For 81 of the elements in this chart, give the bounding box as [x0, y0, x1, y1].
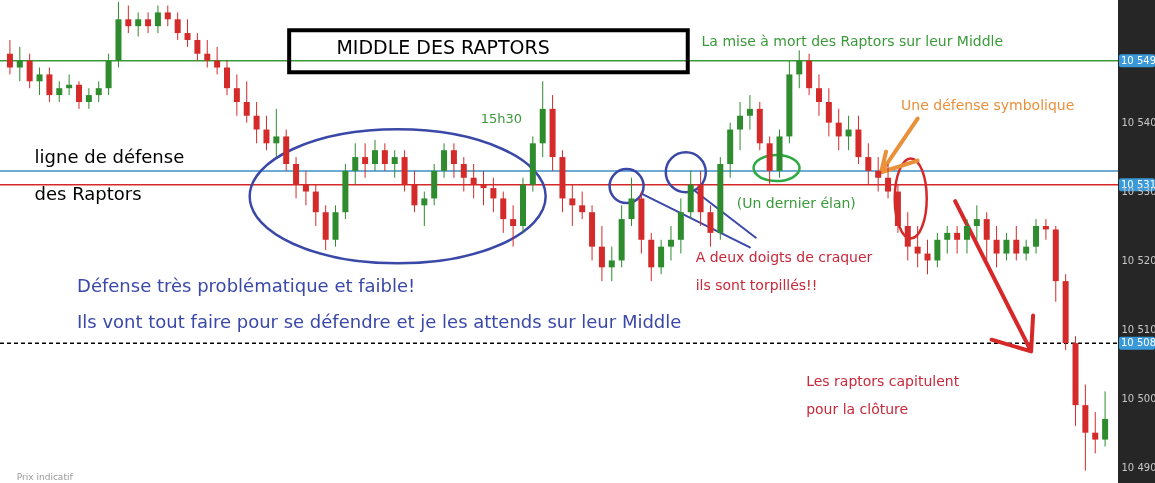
candlestick [253, 101, 260, 144]
candlestick [825, 87, 832, 137]
candlestick [194, 32, 201, 62]
ref-line-label: 10 508 [1121, 337, 1155, 349]
annotation: Prix indicatif [16, 471, 74, 482]
candlestick [835, 108, 842, 151]
text: MIDDLE DES RAPTORS [336, 36, 550, 59]
candlestick [579, 191, 586, 220]
candlestick [450, 142, 457, 179]
candlestick [381, 142, 388, 172]
y-tick-label: 10 520 [1121, 254, 1155, 266]
candlestick [76, 80, 82, 110]
candlestick [85, 87, 92, 110]
candlestick [16, 46, 23, 82]
candlestick [214, 46, 221, 75]
candlestick [904, 211, 911, 261]
candlestick [352, 142, 359, 186]
annotation: Une défense symbolique [901, 97, 1075, 114]
candlestick [707, 204, 714, 248]
candlestick [934, 232, 941, 268]
candlestick [1102, 390, 1109, 447]
candlestick [145, 11, 152, 34]
candlestick [26, 53, 33, 89]
candlestick [1003, 232, 1010, 261]
candlestick [973, 204, 980, 241]
candlestick [963, 218, 970, 255]
candlestick [6, 39, 13, 75]
candlestick [421, 191, 428, 227]
candlestick [243, 80, 250, 124]
candlestick [223, 60, 230, 96]
candlestick [95, 80, 102, 103]
candlestick [608, 246, 615, 282]
candlestick [796, 49, 803, 89]
candlestick [362, 142, 369, 179]
candlestick [667, 225, 674, 261]
candlestick [944, 225, 951, 255]
y-tick-label: 10 510 [1121, 323, 1155, 335]
candlestick [233, 73, 240, 117]
candlestick [441, 142, 448, 179]
candlestick [154, 5, 161, 34]
candlestick [371, 139, 378, 172]
candlestick [815, 73, 822, 117]
candlestick [500, 191, 507, 234]
candlestick [36, 67, 43, 96]
candlestick [391, 149, 398, 179]
candlestick [954, 225, 961, 255]
candlestick [263, 115, 270, 151]
annotation: Les raptors capitulent pour la clôture [806, 373, 960, 418]
candlestick [510, 204, 517, 248]
ref-line-label: 10 549 [1121, 54, 1155, 66]
candlestick [1013, 225, 1020, 261]
candlestick [914, 225, 921, 268]
candlestick [204, 39, 211, 69]
candlestick [1023, 239, 1030, 261]
y-tick-label: 10 490 [1121, 461, 1155, 473]
candlestick [273, 108, 280, 158]
candlestick [983, 211, 990, 261]
candlestick [174, 11, 181, 41]
candlestick [46, 67, 53, 103]
candlestick [164, 5, 171, 27]
annotation: (Un dernier élan) [736, 194, 856, 211]
annotation: La mise à mort des Raptors sur leur Middle [701, 33, 1004, 50]
candlestick [628, 177, 635, 227]
candlestick [746, 94, 753, 131]
annotation: Ils vont tout faire pour se défendre et je les attends sur leur Middle [77, 311, 682, 333]
annotation: A deux doigts de craquer ils sont torpillés!! [695, 249, 873, 294]
annotation: 15h30 [480, 111, 522, 127]
candlestick [1092, 411, 1099, 454]
annotation: Défense très problématique et faible! [77, 275, 416, 297]
candlestick [56, 80, 63, 103]
candlestick [598, 225, 605, 282]
candlestick [1033, 218, 1040, 255]
y-tick-label: 10 540 [1121, 117, 1155, 129]
candlestick [125, 5, 132, 34]
candlestick [993, 225, 1000, 268]
candlestick [184, 18, 191, 48]
candlestick [658, 239, 665, 275]
y-tick-label: 10 500 [1121, 392, 1155, 404]
candlestick [737, 101, 744, 151]
candlestick [135, 11, 142, 38]
annotation: ligne de défense des Raptors [34, 146, 185, 205]
